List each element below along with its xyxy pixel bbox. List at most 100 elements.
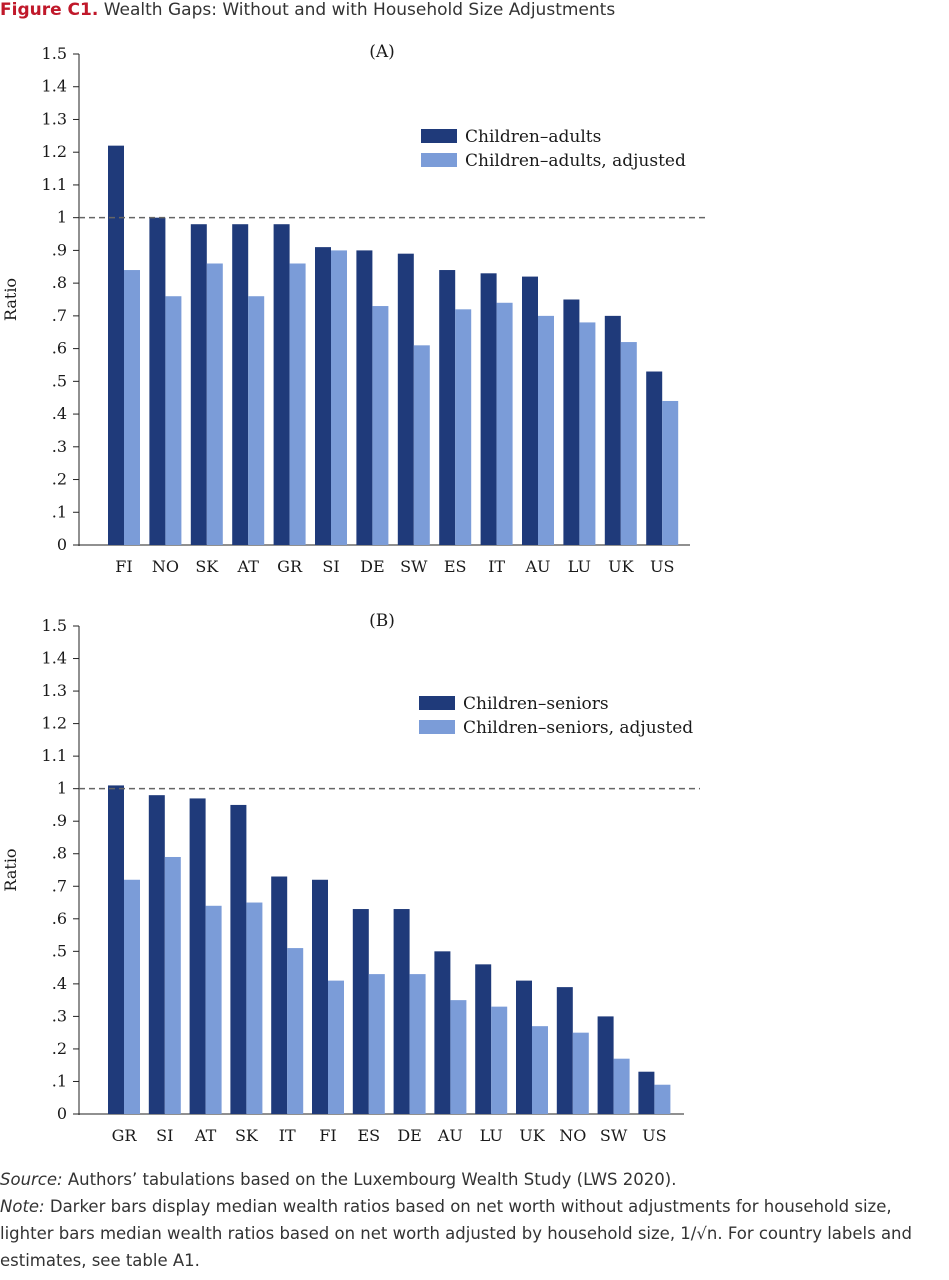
y-tick-label: .9 xyxy=(52,240,67,259)
x-tick-label: NO xyxy=(152,557,179,576)
bar-unadjusted-sk xyxy=(230,804,247,1114)
bar-unadjusted-es xyxy=(352,909,369,1114)
chart-panel-a: 0 .1 .2 .3 .4 .5 .6 .7 .8 .9 1 1.1 1.2 1.3 1.4 1.5 Ratio… xyxy=(1,42,706,576)
bar-adjusted-si xyxy=(331,250,347,545)
y-tick-label: .5 xyxy=(52,941,67,960)
bar-adjusted-no xyxy=(572,1032,589,1114)
panel-label: (B) xyxy=(369,611,395,631)
legend-label: Children–adults xyxy=(465,127,601,147)
figure-title-text: Wealth Gaps: Without and with Household … xyxy=(103,0,616,20)
bar-adjusted-it xyxy=(287,948,304,1114)
y-tick-label: .2 xyxy=(52,1039,67,1058)
y-tick-label: .1 xyxy=(52,502,67,521)
bar-unadjusted-sk xyxy=(190,224,207,546)
x-tick-label: AU xyxy=(437,1126,463,1145)
bar-adjusted-lu xyxy=(491,1006,508,1114)
figure-label: Figure C1. xyxy=(0,0,99,20)
bar-adjusted-fi xyxy=(328,980,344,1114)
x-tick-label: ES xyxy=(444,557,467,576)
legend-swatch-adjusted xyxy=(421,153,457,167)
x-tick-label: NO xyxy=(559,1126,586,1145)
x-tick-label: FI xyxy=(115,557,132,576)
y-tick-label: 1 xyxy=(57,208,67,227)
bar-adjusted-it xyxy=(496,302,513,545)
bar-unadjusted-at xyxy=(232,224,249,546)
x-tick-label: UK xyxy=(608,557,634,576)
x-tick-label: ES xyxy=(357,1126,380,1145)
bar-adjusted-sw xyxy=(613,1058,630,1114)
y-tick-label: .4 xyxy=(52,974,67,993)
bar-unadjusted-lu xyxy=(475,964,492,1114)
bar-adjusted-es xyxy=(455,309,472,545)
bar-unadjusted-it xyxy=(480,273,497,545)
x-tick-label: AU xyxy=(524,557,550,576)
y-tick-label: 1.3 xyxy=(42,109,67,128)
bar-adjusted-at xyxy=(248,296,265,545)
x-tick-label: SI xyxy=(322,557,339,576)
bar-adjusted-us xyxy=(654,1084,671,1114)
y-tick-label: 1.2 xyxy=(42,714,67,733)
legend-swatch-unadjusted xyxy=(419,696,455,710)
legend-label: Children–seniors xyxy=(463,694,609,714)
y-tick-label: 1.5 xyxy=(42,616,67,635)
bar-unadjusted-us xyxy=(646,371,663,545)
y-tick-label: 1.4 xyxy=(42,77,67,96)
bar-adjusted-no xyxy=(165,296,182,545)
bar-adjusted-de xyxy=(409,974,426,1114)
figure-title: Figure C1. Wealth Gaps: Without and with… xyxy=(0,0,615,20)
bar-unadjusted-at xyxy=(189,798,206,1114)
figure-note: Note: Darker bars display median wealth … xyxy=(0,1197,912,1270)
y-tick-label: .4 xyxy=(52,404,67,423)
y-tick-label: .1 xyxy=(52,1071,67,1090)
bar-unadjusted-us xyxy=(638,1071,655,1114)
y-tick-label: .9 xyxy=(52,811,67,830)
bar-adjusted-si xyxy=(164,856,181,1114)
bar-adjusted-uk xyxy=(532,1026,548,1114)
x-tick-label: IT xyxy=(279,1126,296,1145)
y-tick-label: 1.3 xyxy=(42,681,67,700)
bar-adjusted-au xyxy=(450,1000,467,1114)
y-tick-label: .3 xyxy=(52,1006,67,1025)
bar-unadjusted-si xyxy=(148,795,165,1114)
chart-panel-b: 0 .1 .2 .3 .4 .5 .6 .7 .8 .9 1 1.1 1.2 1.3 1.4 1.5 Ratio… xyxy=(1,611,700,1145)
bar-unadjusted-gr xyxy=(273,224,290,546)
x-tick-label: US xyxy=(650,557,674,576)
y-tick-label: 1.2 xyxy=(42,142,67,161)
x-tick-label: SK xyxy=(195,557,219,576)
panel-label: (A) xyxy=(369,42,395,62)
bar-unadjusted-es xyxy=(439,270,456,545)
y-tick-label: .2 xyxy=(52,470,67,489)
figure-footer: Source: Authors’ tabulations based on th… xyxy=(0,1166,949,1274)
x-tick-label: LU xyxy=(480,1126,503,1145)
bar-unadjusted-sw xyxy=(597,1016,614,1114)
bar-adjusted-us xyxy=(662,400,679,545)
y-tick-label: .7 xyxy=(52,306,67,325)
y-tick-label: .6 xyxy=(52,339,67,358)
y-tick-label: .8 xyxy=(52,273,67,292)
x-tick-label: SW xyxy=(400,557,428,576)
x-tick-label: AT xyxy=(194,1126,217,1145)
bar-adjusted-au xyxy=(538,315,554,545)
x-tick-label: FI xyxy=(319,1126,336,1145)
x-tick-label: GR xyxy=(277,557,303,576)
y-axis-label: Ratio xyxy=(1,278,20,321)
bar-adjusted-fi xyxy=(124,270,140,545)
y-tick-label: .6 xyxy=(52,909,67,928)
bar-adjusted-es xyxy=(368,974,385,1114)
bar-unadjusted-de xyxy=(393,909,410,1114)
bar-unadjusted-gr xyxy=(108,785,124,1114)
bar-unadjusted-de xyxy=(356,250,373,545)
x-tick-label: SI xyxy=(156,1126,173,1145)
bar-adjusted-uk xyxy=(620,342,637,545)
bar-unadjusted-sw xyxy=(397,253,414,545)
bar-adjusted-sw xyxy=(413,345,430,545)
y-axis-label: Ratio xyxy=(1,848,20,891)
bar-unadjusted-uk xyxy=(516,980,532,1114)
bar-adjusted-de xyxy=(372,306,389,545)
y-tick-label: 0 xyxy=(57,535,67,554)
bar-unadjusted-fi xyxy=(312,879,328,1114)
bar-unadjusted-no xyxy=(149,217,166,545)
legend-swatch-adjusted xyxy=(419,720,455,734)
y-tick-label: .7 xyxy=(52,876,67,895)
bar-adjusted-gr xyxy=(124,879,140,1114)
